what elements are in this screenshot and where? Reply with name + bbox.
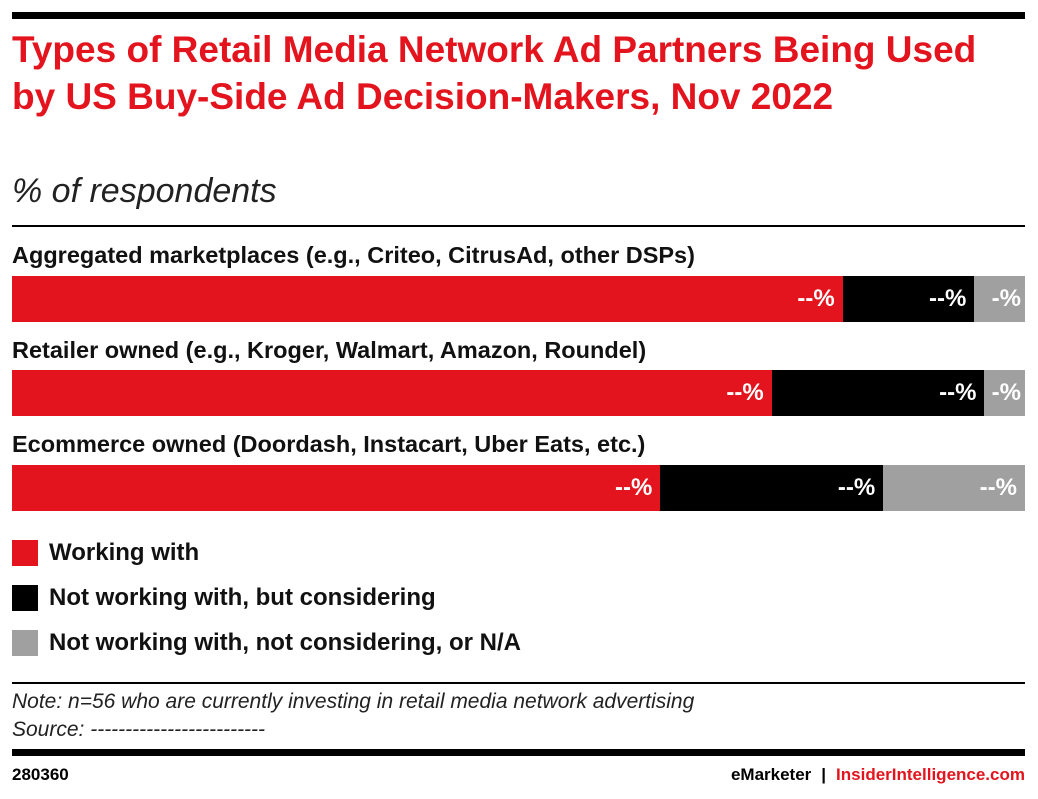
legend-label: Not working with, but considering: [49, 584, 436, 611]
bar-segment: --%: [12, 465, 661, 511]
bar-row: --% --% --%: [12, 465, 1025, 511]
bar-row: --% --% -%: [12, 370, 1025, 416]
data-label: --%: [726, 379, 764, 406]
source: Source: -------------------------: [12, 718, 266, 741]
legend-item: Not working with, not considering, or N/…: [12, 629, 521, 657]
divider: [12, 225, 1025, 227]
bar-row: --% --% -%: [12, 276, 1025, 322]
data-label: --%: [837, 474, 876, 501]
brand-emarketer: eMarketer: [730, 765, 812, 784]
data-label: --%: [929, 285, 967, 312]
bar-segment: --%: [12, 276, 843, 322]
bar-segment: -%: [984, 370, 1025, 416]
bar-segment: --%: [12, 370, 772, 416]
data-label: --%: [979, 474, 1017, 501]
chart-subtitle: % of respondents: [12, 172, 277, 210]
legend-label: Working with: [49, 539, 200, 566]
data-label: --%: [939, 379, 977, 406]
data-label: --%: [797, 285, 835, 312]
bar-segment: --%: [842, 276, 975, 322]
data-label: --%: [614, 474, 653, 501]
data-label: -%: [991, 379, 1021, 406]
top-rule: [12, 12, 1025, 19]
divider: [12, 682, 1025, 684]
category-label: Retailer owned (e.g., Kroger, Walmart, A…: [12, 337, 647, 363]
bar-segment: -%: [974, 276, 1025, 322]
legend-item: Working with: [12, 539, 199, 567]
brand-separator: |: [821, 765, 827, 784]
legend-swatch: [12, 585, 38, 611]
legend-label: Not working with, not considering, or N/…: [49, 629, 521, 656]
chart-title: Types of Retail Media Network Ad Partner…: [12, 29, 977, 117]
note: Note: n=56 who are currently investing i…: [12, 690, 695, 713]
chart-id: 280360: [12, 765, 69, 784]
legend-item: Not working with, but considering: [12, 584, 436, 612]
bar-segment: --%: [660, 465, 884, 511]
bar-segment: --%: [883, 465, 1025, 511]
category-label: Aggregated marketplaces (e.g., Criteo, C…: [12, 242, 695, 268]
brand-insiderintelligence: InsiderIntelligence.com: [836, 765, 1025, 784]
bar-segment: --%: [771, 370, 985, 416]
bottom-rule: [12, 749, 1025, 756]
category-label: Ecommerce owned (Doordash, Instacart, Ub…: [12, 431, 646, 457]
legend-swatch: [12, 540, 38, 566]
legend-swatch: [12, 630, 38, 656]
data-label: -%: [991, 285, 1021, 312]
